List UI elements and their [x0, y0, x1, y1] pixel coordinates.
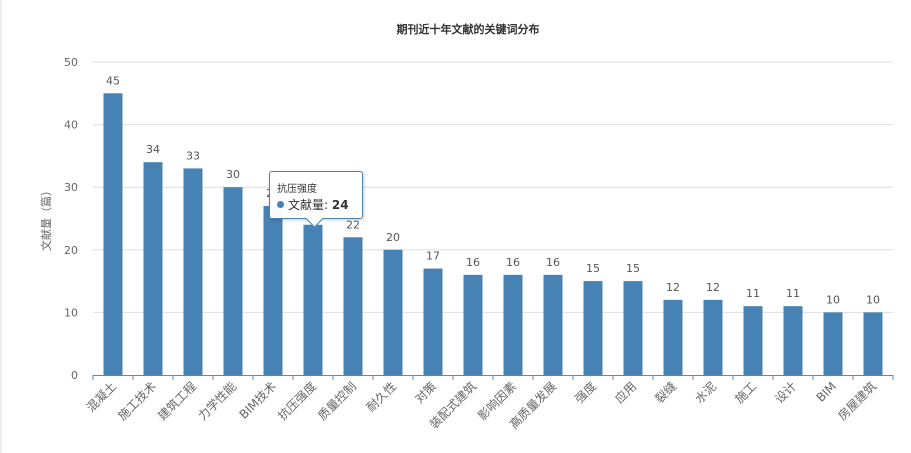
- data-label: 20: [386, 231, 400, 244]
- y-axis-ticks: 0 10 20 30 40 50: [64, 56, 78, 382]
- tooltip-category: 抗压强度: [277, 184, 317, 195]
- x-tick-label: 施工技术: [115, 379, 159, 423]
- bar: [583, 281, 603, 375]
- bar: [103, 93, 123, 376]
- bar: [623, 281, 643, 375]
- series-dot-icon: [277, 201, 284, 208]
- data-label: 30: [226, 168, 240, 181]
- bars: [103, 93, 883, 376]
- data-label: 34: [146, 143, 160, 156]
- data-label: 17: [426, 250, 440, 263]
- data-label: 33: [186, 149, 200, 162]
- bar: [463, 274, 483, 375]
- y-tick-label: 30: [64, 181, 78, 194]
- y-tick-label: 0: [71, 369, 78, 382]
- x-tick-label: 设计: [772, 379, 799, 406]
- x-tick-label: 建筑工程: [155, 379, 200, 424]
- x-tick-label: 裂缝: [652, 379, 680, 407]
- tooltip-value: 24: [331, 198, 349, 212]
- x-tick-label: 强度: [572, 379, 600, 407]
- y-axis-title: 文献量（篇）: [39, 185, 53, 251]
- data-label: 10: [866, 293, 880, 306]
- data-label: 16: [466, 256, 480, 269]
- y-tick-label: 50: [64, 56, 78, 69]
- bar: [183, 168, 203, 375]
- data-label: 45: [106, 74, 120, 87]
- x-tick-label: 应用: [612, 379, 640, 407]
- data-label: 12: [666, 281, 680, 294]
- x-tick-label: 混凝土: [83, 379, 119, 415]
- x-tick-label: 对策: [412, 379, 439, 406]
- y-tick-label: 40: [64, 119, 78, 132]
- x-tick-label: 施工: [732, 379, 759, 406]
- y-tick-label: 20: [64, 244, 78, 257]
- bar: [703, 299, 723, 375]
- data-label: 22: [346, 218, 360, 231]
- bar: [743, 306, 763, 375]
- bar: [863, 312, 883, 375]
- bar: [263, 205, 283, 375]
- data-label: 11: [786, 287, 800, 300]
- tooltip: 抗压强度 文献量: 24: [269, 171, 363, 228]
- left-border: [0, 0, 2, 453]
- bar: [783, 306, 803, 375]
- x-tick-label: 水泥: [692, 379, 719, 406]
- tooltip-row: 文献量: 24: [277, 196, 349, 213]
- data-label: 16: [546, 256, 560, 269]
- bar: [663, 299, 683, 375]
- bar: [303, 224, 323, 375]
- data-label: 15: [586, 262, 600, 275]
- x-tick-label: BIM技术: [237, 379, 280, 422]
- tooltip-series-label: 文献量:: [288, 198, 329, 212]
- x-tick-label: 力学性能: [195, 379, 240, 424]
- x-tick-label: 耐久性: [364, 379, 399, 414]
- bar: [383, 249, 403, 375]
- data-label: 15: [626, 262, 640, 275]
- x-tick-label: 质量控制: [315, 379, 359, 423]
- data-labels: 4534333027242220171616161515121211111010: [106, 74, 880, 306]
- x-tick-label: 抗压强度: [275, 379, 320, 424]
- bar: [143, 162, 163, 375]
- x-tick-label: BIM: [814, 379, 840, 405]
- gridlines: [93, 61, 893, 313]
- bar: [543, 274, 563, 375]
- bar: [223, 187, 243, 375]
- chart-title: 期刊近十年文献的关键词分布: [397, 22, 540, 36]
- bar: [423, 268, 443, 375]
- x-tick-label: 房屋建筑: [835, 379, 880, 424]
- bar: [503, 274, 523, 375]
- bar: [343, 237, 363, 375]
- bar: [823, 312, 843, 375]
- data-label: 10: [826, 293, 840, 306]
- data-label: 12: [706, 281, 720, 294]
- data-label: 11: [746, 287, 760, 300]
- y-tick-label: 10: [64, 306, 78, 319]
- data-label: 16: [506, 256, 520, 269]
